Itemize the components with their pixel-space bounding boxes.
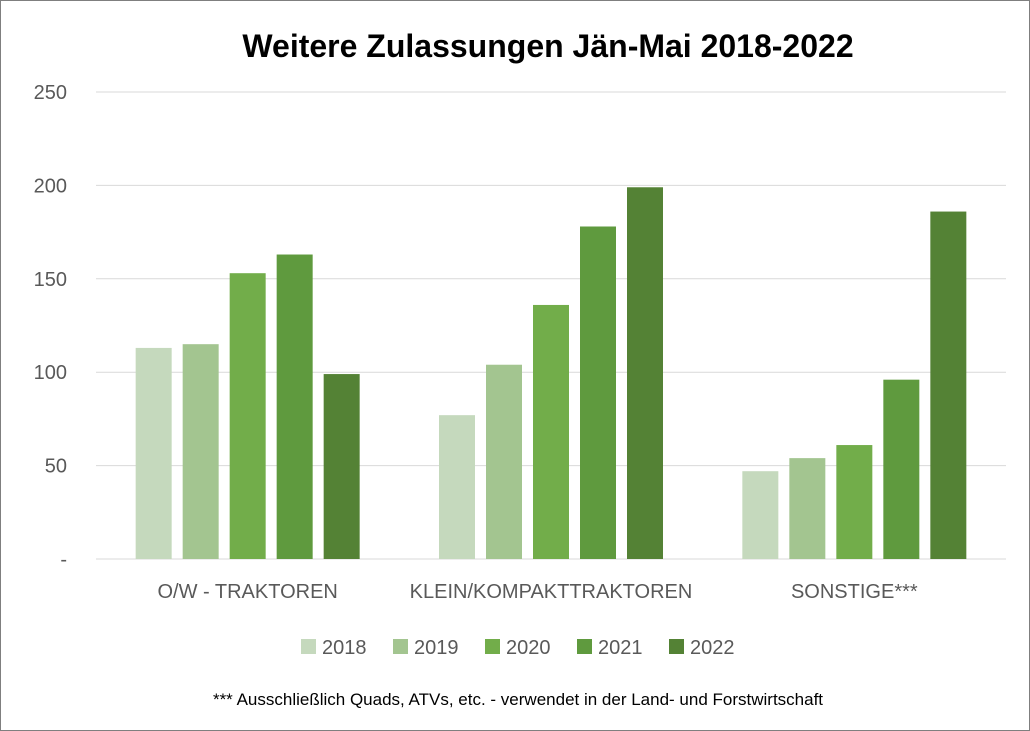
y-axis-ticks: - 50 100 150 200 250 <box>34 82 67 571</box>
bar-2020 <box>836 445 873 559</box>
legend-label-2021: 2021 <box>598 637 643 659</box>
legend-swatch-2021 <box>577 639 592 654</box>
bar-2018 <box>135 347 172 559</box>
legend-label-2018: 2018 <box>322 637 367 659</box>
legend-label-2022: 2022 <box>690 637 735 659</box>
legend-swatch-2018 <box>301 639 316 654</box>
bar-2018 <box>742 471 779 559</box>
bar-2019 <box>789 458 826 559</box>
bar-2022 <box>930 211 967 559</box>
legend-swatch-2019 <box>393 639 408 654</box>
y-tick-label: 200 <box>34 175 67 197</box>
y-tick-label: 150 <box>34 269 67 291</box>
bar-2022 <box>323 374 360 559</box>
legend-swatch-2022 <box>669 639 684 654</box>
bar-2021 <box>276 254 313 560</box>
category-label: O/W - TRAKTOREN <box>157 581 337 603</box>
bar-2020 <box>229 273 266 559</box>
bar-2019 <box>486 364 522 559</box>
bar-2022 <box>627 187 663 559</box>
bar-2021 <box>883 379 920 559</box>
legend-swatch-2020 <box>485 639 500 654</box>
bar-2019 <box>182 344 219 559</box>
category-label: KLEIN/KOMPAKTTRAKTOREN <box>410 581 693 603</box>
category-label: SONSTIGE*** <box>791 581 918 603</box>
legend-label-2020: 2020 <box>506 637 551 659</box>
y-tick-label: - <box>60 549 67 571</box>
bar-2018 <box>439 415 475 559</box>
bar-2021 <box>580 226 616 559</box>
footnote: *** Ausschließlich Quads, ATVs, etc. - v… <box>213 690 823 709</box>
bar-2020 <box>533 304 569 559</box>
x-axis-categories: O/W - TRAKTOREN KLEIN/KOMPAKTTRAKTOREN SON… <box>157 581 917 603</box>
chart-title: Weitere Zulassungen Jän-Mai 2018-2022 <box>242 28 853 64</box>
legend-label-2019: 2019 <box>414 637 459 659</box>
bars <box>135 187 967 560</box>
legend: 2018 2019 2020 2021 2022 <box>301 637 735 659</box>
y-tick-label: 100 <box>34 362 67 384</box>
y-tick-label: 250 <box>34 82 67 104</box>
y-tick-label: 50 <box>45 456 67 478</box>
